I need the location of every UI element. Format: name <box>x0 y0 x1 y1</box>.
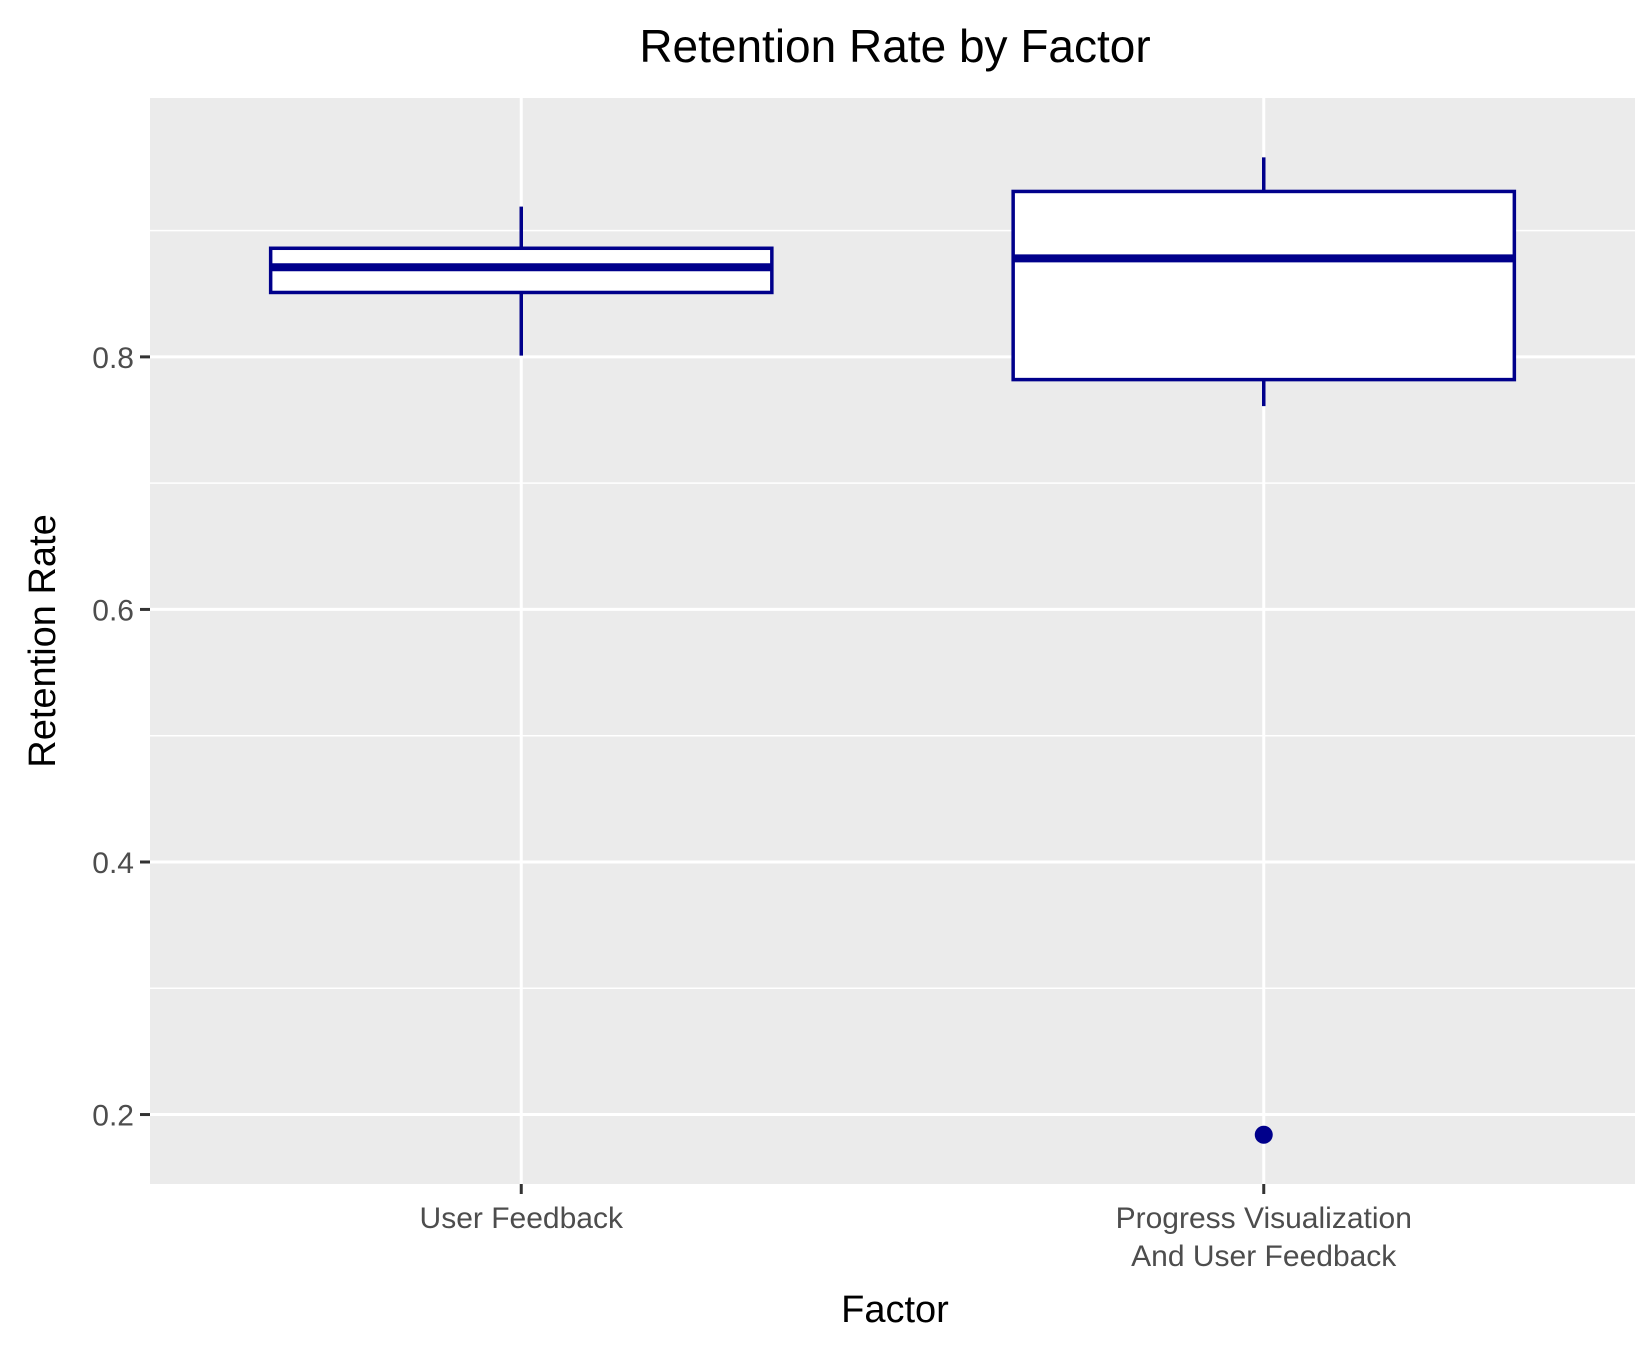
x-tick-label-line: User Feedback <box>420 1202 624 1235</box>
y-axis: 0.2 0.4 0.6 0.8 <box>92 342 150 1133</box>
outlier-point <box>1254 1125 1273 1144</box>
y-tick-label: 0.2 <box>92 1100 134 1133</box>
y-tick-label: 0.4 <box>92 847 134 880</box>
x-axis: User Feedback Progress Visualization And U… <box>420 1184 1412 1273</box>
x-tick-label: Progress Visualization And User Feedback <box>1116 1202 1412 1273</box>
box-group <box>268 206 774 356</box>
x-axis-title: Factor <box>841 1289 949 1331</box>
x-tick-label-line: Progress Visualization <box>1116 1202 1412 1235</box>
x-tick-label-line: And User Feedback <box>1131 1240 1397 1273</box>
x-tick-label: User Feedback <box>420 1202 624 1235</box>
y-tick-label: 0.6 <box>92 594 134 627</box>
box-group <box>1011 157 1517 1144</box>
box-iqr <box>1011 189 1517 382</box>
y-tick-label: 0.8 <box>92 342 134 375</box>
chart-title: Retention Rate by Factor <box>639 20 1150 72</box>
y-axis-title: Retention Rate <box>22 514 64 768</box>
box-series <box>268 157 1517 1144</box>
